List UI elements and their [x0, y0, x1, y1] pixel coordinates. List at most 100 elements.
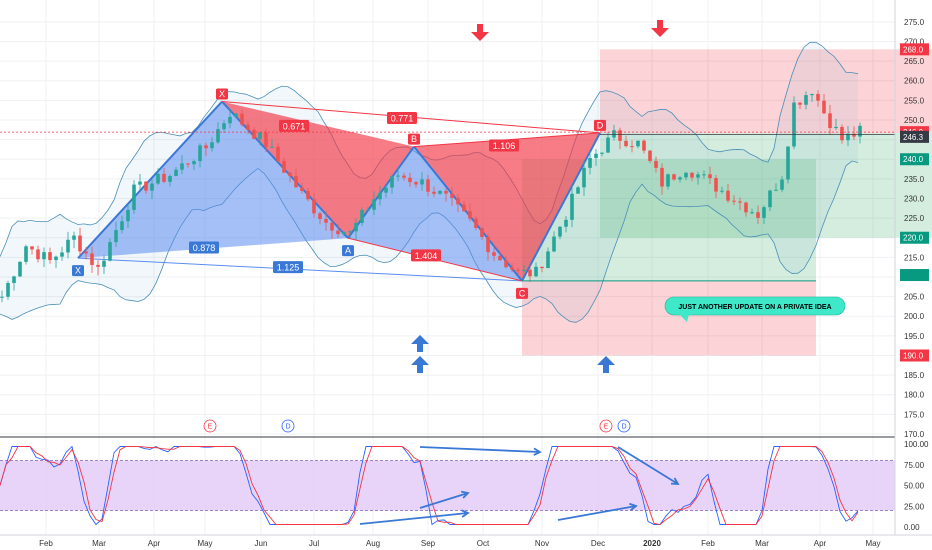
candle-body [858, 125, 862, 137]
candle-body [240, 113, 244, 125]
buy-arrow-icon [411, 335, 429, 352]
price-tick-label: 230.0 [904, 194, 925, 203]
candle-body [60, 252, 64, 257]
price-tag: 220.0 [900, 231, 929, 244]
time-axis[interactable]: Feb Mar Apr May Jun Jul Aug Sep Oct Nov Dec 2020 Feb… [0, 534, 932, 548]
candle-body [366, 209, 370, 211]
event-marker: D [617, 419, 631, 433]
candle-body [348, 231, 352, 233]
divergence-arrow-icon [670, 477, 680, 485]
candle-body [648, 150, 652, 161]
entry-tag-bg [900, 269, 929, 282]
event-circle [617, 419, 631, 433]
pattern-leg [347, 146, 415, 239]
candle-body [696, 174, 700, 178]
time-tick-label: Feb [701, 539, 715, 548]
zone-stop [522, 280, 816, 356]
candle-body [840, 126, 844, 141]
candle-body [588, 158, 592, 168]
candle-body [354, 222, 358, 232]
candle-body [480, 227, 484, 237]
price-tag: 190.0 [900, 349, 929, 362]
ratio-label-bg [279, 119, 309, 132]
divergence-line [419, 446, 541, 453]
candle-body [684, 172, 688, 178]
candle-body [810, 93, 814, 96]
candle-body [384, 187, 388, 193]
candle-body [432, 191, 436, 194]
price-tag-text: 190.0 [903, 351, 924, 360]
divergence-arrow-icon [460, 490, 470, 499]
candle-body [828, 113, 832, 129]
time-tick-label: Dec [591, 539, 605, 548]
note-callout[interactable]: JUST ANOTHER UPDATE ON A PRIVATE IDEA [664, 296, 846, 322]
candle-body [504, 260, 508, 268]
candle-body [306, 191, 310, 200]
note-pointer [679, 314, 689, 322]
candle-body [444, 190, 448, 194]
candle-body [102, 260, 106, 267]
candle-body [606, 137, 610, 153]
point-label-bg [408, 133, 420, 145]
candle-body [150, 183, 154, 191]
zone-target [600, 132, 932, 238]
candle-body [462, 204, 466, 212]
buy-arrow-icon [597, 356, 615, 373]
divergence-line [419, 492, 469, 509]
point-label-bg [216, 88, 228, 100]
event-text: E [604, 424, 609, 431]
candle-body [732, 200, 736, 202]
ratio-label-text: 0.771 [391, 114, 414, 124]
sell-arrow-icon [471, 24, 489, 41]
price-tick-label: 250.0 [904, 116, 925, 125]
event-text: E [208, 424, 213, 431]
pattern-leg [521, 132, 601, 282]
point-label-text: A [345, 246, 351, 256]
candle-body [408, 177, 412, 183]
candle-body [690, 172, 694, 178]
price-tag-bg [900, 349, 929, 362]
ratio-label: 0.771 [387, 112, 417, 125]
candle-body [96, 264, 100, 267]
time-tick-label: May [197, 539, 212, 548]
pattern-triangle-xab-red [222, 101, 414, 239]
candle-body [66, 239, 70, 253]
event-circle [203, 419, 217, 433]
time-tick-label: Aug [366, 539, 380, 548]
divergence-arrow-icon [461, 509, 470, 518]
note-bubble [664, 296, 846, 316]
price-tick-label: 225.0 [904, 214, 925, 223]
candle-body [270, 146, 274, 148]
point-label-text: C [519, 288, 526, 298]
candle-body [666, 174, 670, 187]
candle-body [720, 190, 724, 192]
price-tick-label: 265.0 [904, 57, 925, 66]
candle-body [372, 199, 376, 210]
candle-body [168, 176, 172, 182]
horizontal-lines [0, 131, 895, 282]
candle-body [702, 174, 706, 176]
candle-body [438, 190, 442, 194]
point-label-b: B [408, 133, 420, 145]
point-label-text: B [411, 134, 417, 144]
ratio-label: 0.671 [279, 119, 309, 132]
candle-body [558, 226, 562, 237]
point-label-text: X [219, 89, 225, 99]
candle-body [360, 209, 364, 223]
time-tick-label: Jun [255, 539, 268, 548]
event-marker: E [599, 419, 613, 433]
sell-arrow-icon [651, 20, 669, 37]
candle-body [186, 163, 190, 165]
point-label-a: A [342, 245, 354, 257]
point-label-x: X [216, 88, 228, 100]
candle-body [402, 175, 406, 178]
point-label-bg [72, 265, 84, 277]
candle-body [576, 187, 580, 194]
candle-body [612, 130, 616, 138]
candle-body [522, 269, 526, 271]
time-tick-label: Oct [477, 539, 490, 548]
pattern-triangle-xab [78, 101, 348, 259]
ratio-label: 0.878 [189, 241, 219, 254]
